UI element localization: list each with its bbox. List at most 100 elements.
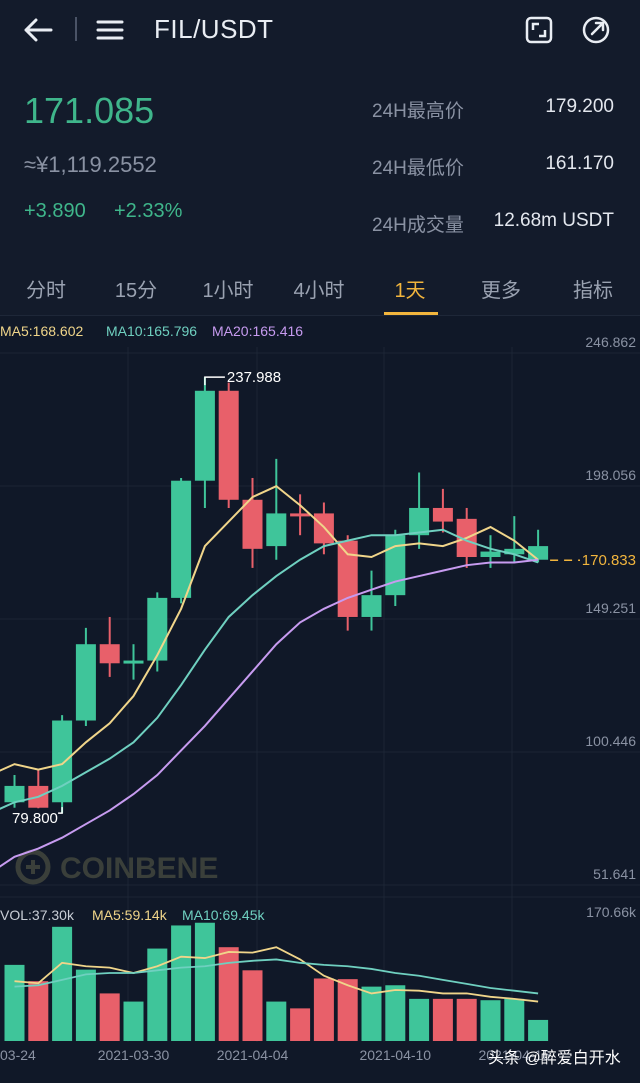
watermark-text: COINBENE [60,852,218,885]
candle-body [99,644,120,664]
last-price: 171.085 [24,90,155,131]
header-divider [75,17,77,41]
interval-tabs: 分时 15分 1小时 4小时 1天 更多 指标 [0,260,640,316]
low-value: 161.170 [545,153,614,174]
candles [4,377,549,814]
chart-grid [0,347,640,1042]
volume-value: 12.68m USDT [493,210,614,231]
volume-bar [361,986,382,1041]
volume-bar [171,925,192,1041]
candle-body [409,507,430,536]
candle-body [385,535,406,596]
volume-bar [528,1019,549,1041]
volume-bar [75,969,96,1041]
ma20-line [0,558,539,868]
tab-more[interactable]: 更多 [481,280,521,302]
tab-indicators[interactable]: 指标 [573,280,613,302]
candle-body [361,595,382,617]
coinbene-logo-icon [15,849,51,885]
share-icon[interactable] [578,12,614,48]
volume-bar [409,998,430,1041]
candle-body [290,513,311,517]
current-price-label: 170.833 [582,552,636,569]
date-tick-label: 2021-04-04 [217,1047,289,1063]
min-price-label: 79.800 [12,810,58,827]
price-tick-label: 198.056 [585,467,636,483]
candle-body [52,720,73,803]
annotations: 237.988 79.800 170.833 [12,369,636,827]
candle-body [480,551,501,558]
tab-1day[interactable]: 1天 [394,280,426,302]
hamburger-menu-icon[interactable] [92,12,128,48]
ma-lines [0,484,539,868]
min-marker [58,807,63,814]
candle-body [337,540,358,617]
ma-legend: MA5:168.602 MA10:165.796 MA20:165.416 [0,323,303,339]
candle-body [171,480,192,598]
vol-ma5-legend: MA5:59.14k [92,907,168,923]
vol-ma10-line [14,958,539,995]
volume-bar [504,998,525,1041]
ma5-legend: MA5:168.602 [0,323,83,339]
vol-max-label: 170.66k [586,904,637,920]
volume-bar [52,926,73,1041]
top-bar: FIL/USDT [0,0,640,60]
volume-legend: VOL:37.30k MA5:59.14k MA10:69.45k 170.66… [0,904,637,923]
price-tick-label: 246.862 [585,334,636,350]
volume-bar [147,948,168,1041]
price-change-percent: +2.33% [114,200,183,222]
tab-4hour[interactable]: 4小时 [293,280,345,302]
footer-watermark: 头条 @醉爱白开水 [488,1049,621,1067]
volume-bar [123,1001,144,1041]
volume-bar [290,1008,311,1041]
vol-legend: VOL:37.30k [0,907,75,923]
active-tab-indicator [384,312,438,315]
candle-body [147,597,168,661]
fullscreen-icon[interactable] [521,12,557,48]
watermark: COINBENE [15,849,218,885]
volume-bars [4,922,549,1041]
price-tick-label: 100.446 [585,733,636,749]
date-tick-label: 03-24 [0,1047,36,1063]
date-tick-label: 2021-04-16 [478,1047,550,1063]
volume-bar [28,981,49,1041]
date-tick-label: 2021-04-10 [359,1047,431,1063]
tab-1hour[interactable]: 1小时 [202,280,254,302]
candle-body [75,644,96,721]
candle-body [123,660,144,664]
tab-15min[interactable]: 15分 [114,280,158,302]
ma20-legend: MA20:165.416 [212,323,303,339]
date-axis: 03-24 2021-03-30 2021-04-04 2021-04-10 2021-… [0,1047,550,1063]
price-axis: 246.862 198.056 149.251 100.446 51.641 [585,334,636,882]
candle-body [194,390,215,481]
ma10-legend: MA10:165.796 [106,323,197,339]
price-tick-label: 51.641 [593,866,636,882]
cny-price: ≈¥1,119.2552 [24,152,157,177]
volume-bar [337,979,358,1041]
candle-body [242,499,263,549]
ma10-line [0,528,539,810]
volume-bar [4,964,25,1041]
market-summary [0,60,640,260]
high-label: 24H最高价 [372,101,464,122]
kline-chart[interactable]: COINBENE MA5:168.602 MA10:165.796 MA20:1… [0,317,640,1083]
volume-bar [242,970,263,1041]
high-value: 179.200 [545,96,614,117]
vol-ma5-line [14,946,539,1003]
arrow-left-icon[interactable] [20,12,56,48]
volume-ma-lines [14,946,539,1003]
volume-bar [456,998,477,1041]
price-change: +3.890 [24,200,86,222]
volume-bar [432,998,453,1041]
volume-bar [218,947,239,1041]
page-title: FIL/USDT [154,14,274,44]
tab-time-sharing[interactable]: 分时 [26,280,66,302]
ma5-line [0,484,539,772]
volume-bar [194,922,215,1041]
volume-bar [385,985,406,1041]
date-tick-label: 2021-03-30 [98,1047,170,1063]
candle-body [218,390,239,500]
vol-ma10-legend: MA10:69.45k [182,907,265,923]
candle-body [266,513,287,547]
max-marker [204,376,225,386]
